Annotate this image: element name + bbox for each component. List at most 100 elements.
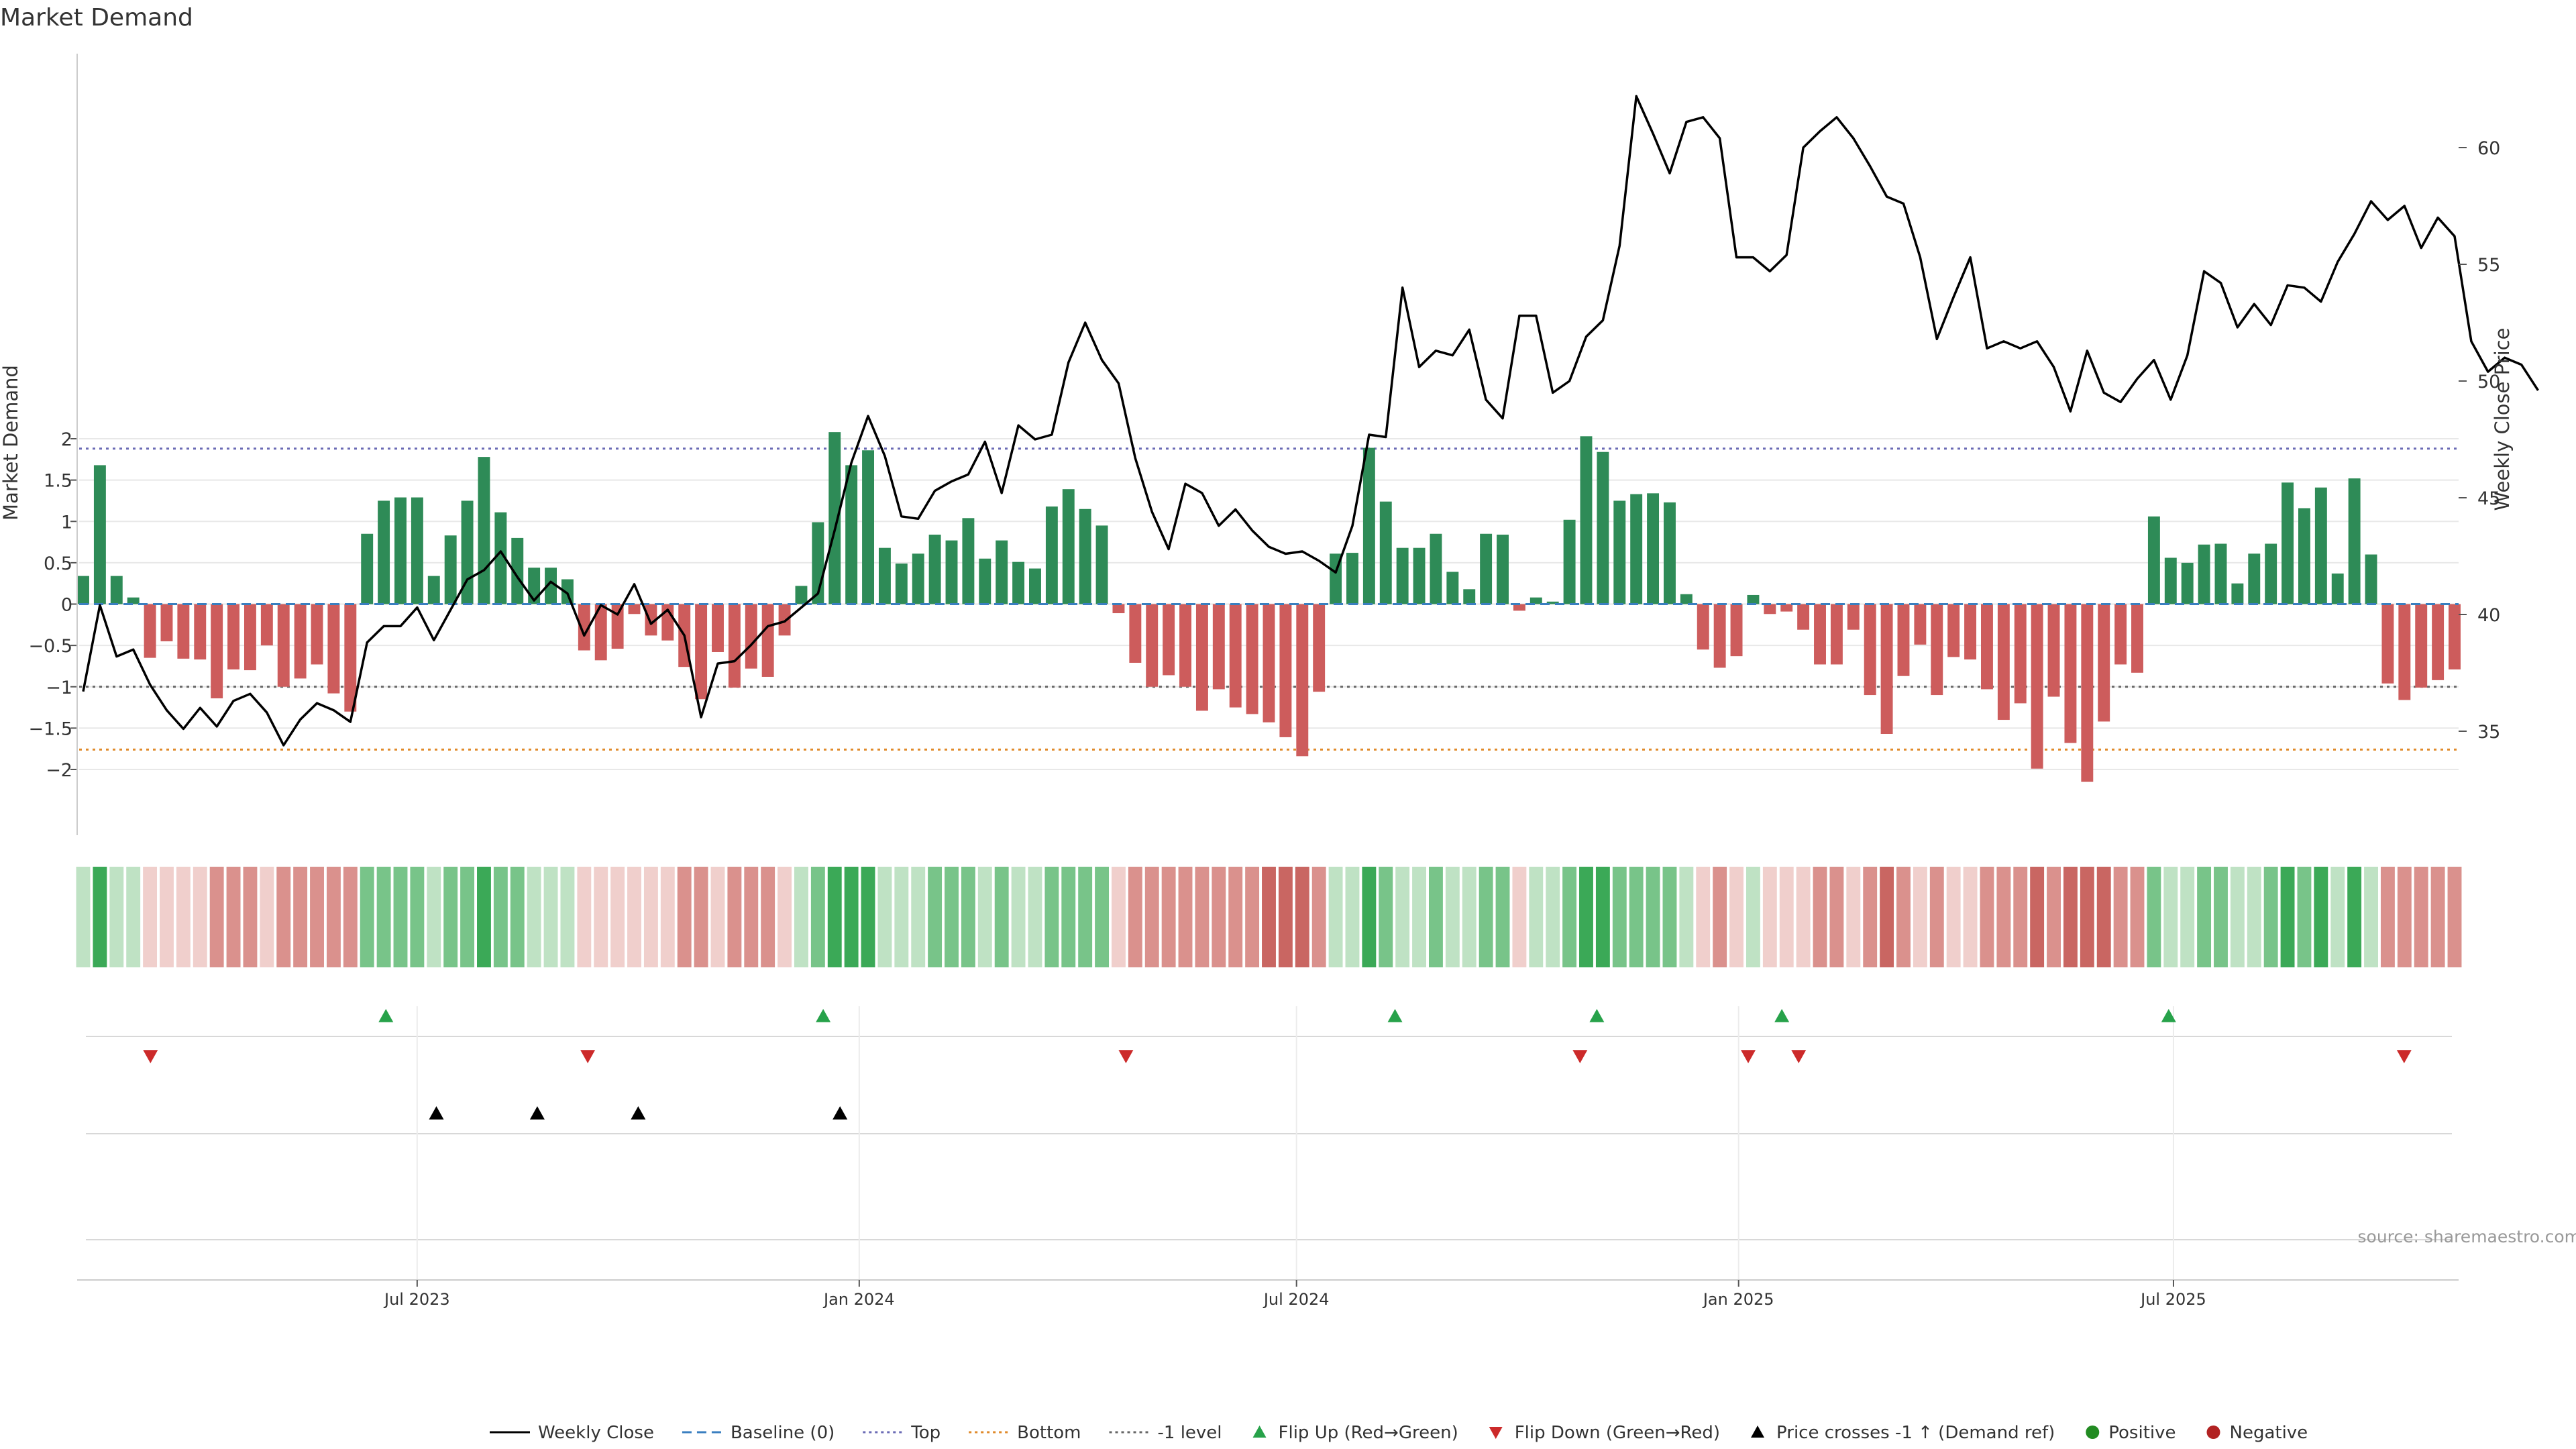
negative-bar bbox=[177, 604, 190, 659]
flip-down-marker bbox=[2396, 1050, 2412, 1063]
positive-bar bbox=[1747, 594, 1760, 604]
negative-bar bbox=[2381, 604, 2394, 684]
negative-bar bbox=[1864, 604, 1876, 696]
strip-cell bbox=[1044, 867, 1059, 967]
strip-cell bbox=[93, 867, 107, 967]
positive-bar bbox=[2265, 543, 2277, 604]
strip-cell bbox=[827, 867, 842, 967]
strip-cell bbox=[1829, 867, 1844, 967]
negative-bar bbox=[1814, 604, 1826, 665]
negative-bar bbox=[1229, 604, 1242, 708]
flip-down-marker bbox=[580, 1050, 596, 1063]
negative-bar bbox=[2064, 604, 2077, 743]
positive-bar bbox=[545, 568, 557, 604]
strip-cell bbox=[2197, 867, 2212, 967]
strip-cell bbox=[2230, 867, 2245, 967]
positive-bar bbox=[394, 497, 407, 604]
negative-bar bbox=[1897, 604, 1910, 676]
strip-cell bbox=[727, 867, 742, 967]
positive-bar bbox=[2147, 516, 2160, 604]
positive-bar bbox=[1413, 547, 1426, 604]
left-axis-ticks: 2 1.5 1 0.5 0 −0.5 −1 −1.5 −2 bbox=[28, 429, 77, 781]
positive-bar bbox=[928, 534, 941, 604]
strip-cell bbox=[243, 867, 258, 967]
strip-cell bbox=[1646, 867, 1660, 967]
strip-cell bbox=[2430, 867, 2445, 967]
strip-cell bbox=[2163, 867, 2178, 967]
positive-bar bbox=[2198, 544, 2210, 604]
strip-cell bbox=[1245, 867, 1260, 967]
negative-bar bbox=[594, 604, 607, 661]
legend: Weekly Close Baseline (0) Top Bottom -1 leve… bbox=[490, 1423, 2308, 1443]
negative-bar bbox=[611, 604, 624, 649]
strip-cell bbox=[1579, 867, 1593, 967]
legend-label: Positive bbox=[2108, 1423, 2176, 1443]
strip-cell bbox=[343, 867, 358, 967]
flip-down-marker bbox=[1572, 1050, 1588, 1063]
negative-bar bbox=[144, 604, 156, 658]
flip-up-marker bbox=[816, 1009, 831, 1022]
strip-cell bbox=[2380, 867, 2395, 967]
positive-bar bbox=[945, 540, 958, 604]
negative-bar bbox=[294, 604, 307, 679]
negative-bar bbox=[1112, 604, 1125, 614]
y-tick-label: −1.5 bbox=[28, 718, 72, 739]
strip-cell bbox=[126, 867, 141, 967]
positive-bar bbox=[494, 512, 507, 604]
negative-bar bbox=[1129, 604, 1142, 663]
strip-cell bbox=[393, 867, 408, 967]
legend-swatch bbox=[1489, 1427, 1503, 1439]
strip-cell bbox=[1562, 867, 1577, 967]
strip-cell bbox=[1178, 867, 1193, 967]
strip-cell bbox=[326, 867, 341, 967]
strip-cell bbox=[894, 867, 909, 967]
strip-cell bbox=[961, 867, 975, 967]
strip-cell bbox=[1495, 867, 1510, 967]
strip-cell bbox=[1212, 867, 1226, 967]
strip-cell bbox=[744, 867, 759, 967]
chart-title: Market Demand bbox=[0, 4, 193, 32]
demand-heat-strip bbox=[76, 867, 2462, 967]
strip-cell bbox=[1345, 867, 1360, 967]
y-tick-label: 1.5 bbox=[44, 471, 72, 492]
strip-cell bbox=[810, 867, 825, 967]
strip-cell bbox=[1445, 867, 1460, 967]
strip-cell bbox=[877, 867, 892, 967]
flip-up-marker bbox=[2161, 1009, 2176, 1022]
strip-cell bbox=[76, 867, 91, 967]
y-tick-label: 0.5 bbox=[44, 553, 72, 574]
negative-bar bbox=[344, 604, 357, 712]
negative-bar bbox=[745, 604, 757, 669]
strip-cell bbox=[427, 867, 441, 967]
strip-cell bbox=[1479, 867, 1493, 967]
positive-bar bbox=[1613, 500, 1626, 604]
strip-cell bbox=[594, 867, 608, 967]
negative-bar bbox=[1980, 604, 1993, 690]
negative-bar bbox=[194, 604, 207, 660]
negative-bar bbox=[2398, 604, 2411, 700]
strip-cell bbox=[694, 867, 708, 967]
strip-cell bbox=[209, 867, 224, 967]
strip-cell bbox=[2096, 867, 2111, 967]
negative-bar bbox=[578, 604, 590, 651]
y-axis-label: Market Demand bbox=[0, 365, 22, 521]
signal-panels: Jul 2023 Jan 2024 Jul 2024 Jan 2025 Jul 2025 bbox=[77, 1006, 2459, 1309]
positive-bar bbox=[2231, 583, 2244, 604]
strip-cell bbox=[710, 867, 725, 967]
negative-bar bbox=[761, 604, 774, 677]
source-label: source: sharemaestro.com bbox=[2358, 1227, 2576, 1246]
legend-label: Weekly Close bbox=[538, 1423, 654, 1443]
strip-cell bbox=[1729, 867, 1743, 967]
negative-bar bbox=[1296, 604, 1309, 757]
strip-cell bbox=[310, 867, 324, 967]
positive-bar bbox=[1480, 533, 1493, 604]
main-panel: 2 1.5 1 0.5 0 −0.5 −1 −1.5 −2 60 55 50 45 40 35 Marke… bbox=[0, 54, 2539, 835]
positive-bar bbox=[2331, 573, 2344, 604]
strip-cell bbox=[460, 867, 475, 967]
strip-cell bbox=[1946, 867, 1961, 967]
strip-cell bbox=[1963, 867, 1978, 967]
strip-cell bbox=[577, 867, 592, 967]
negative-bar bbox=[1797, 604, 1810, 630]
negative-bar bbox=[1780, 604, 1793, 612]
strip-cell bbox=[2180, 867, 2195, 967]
